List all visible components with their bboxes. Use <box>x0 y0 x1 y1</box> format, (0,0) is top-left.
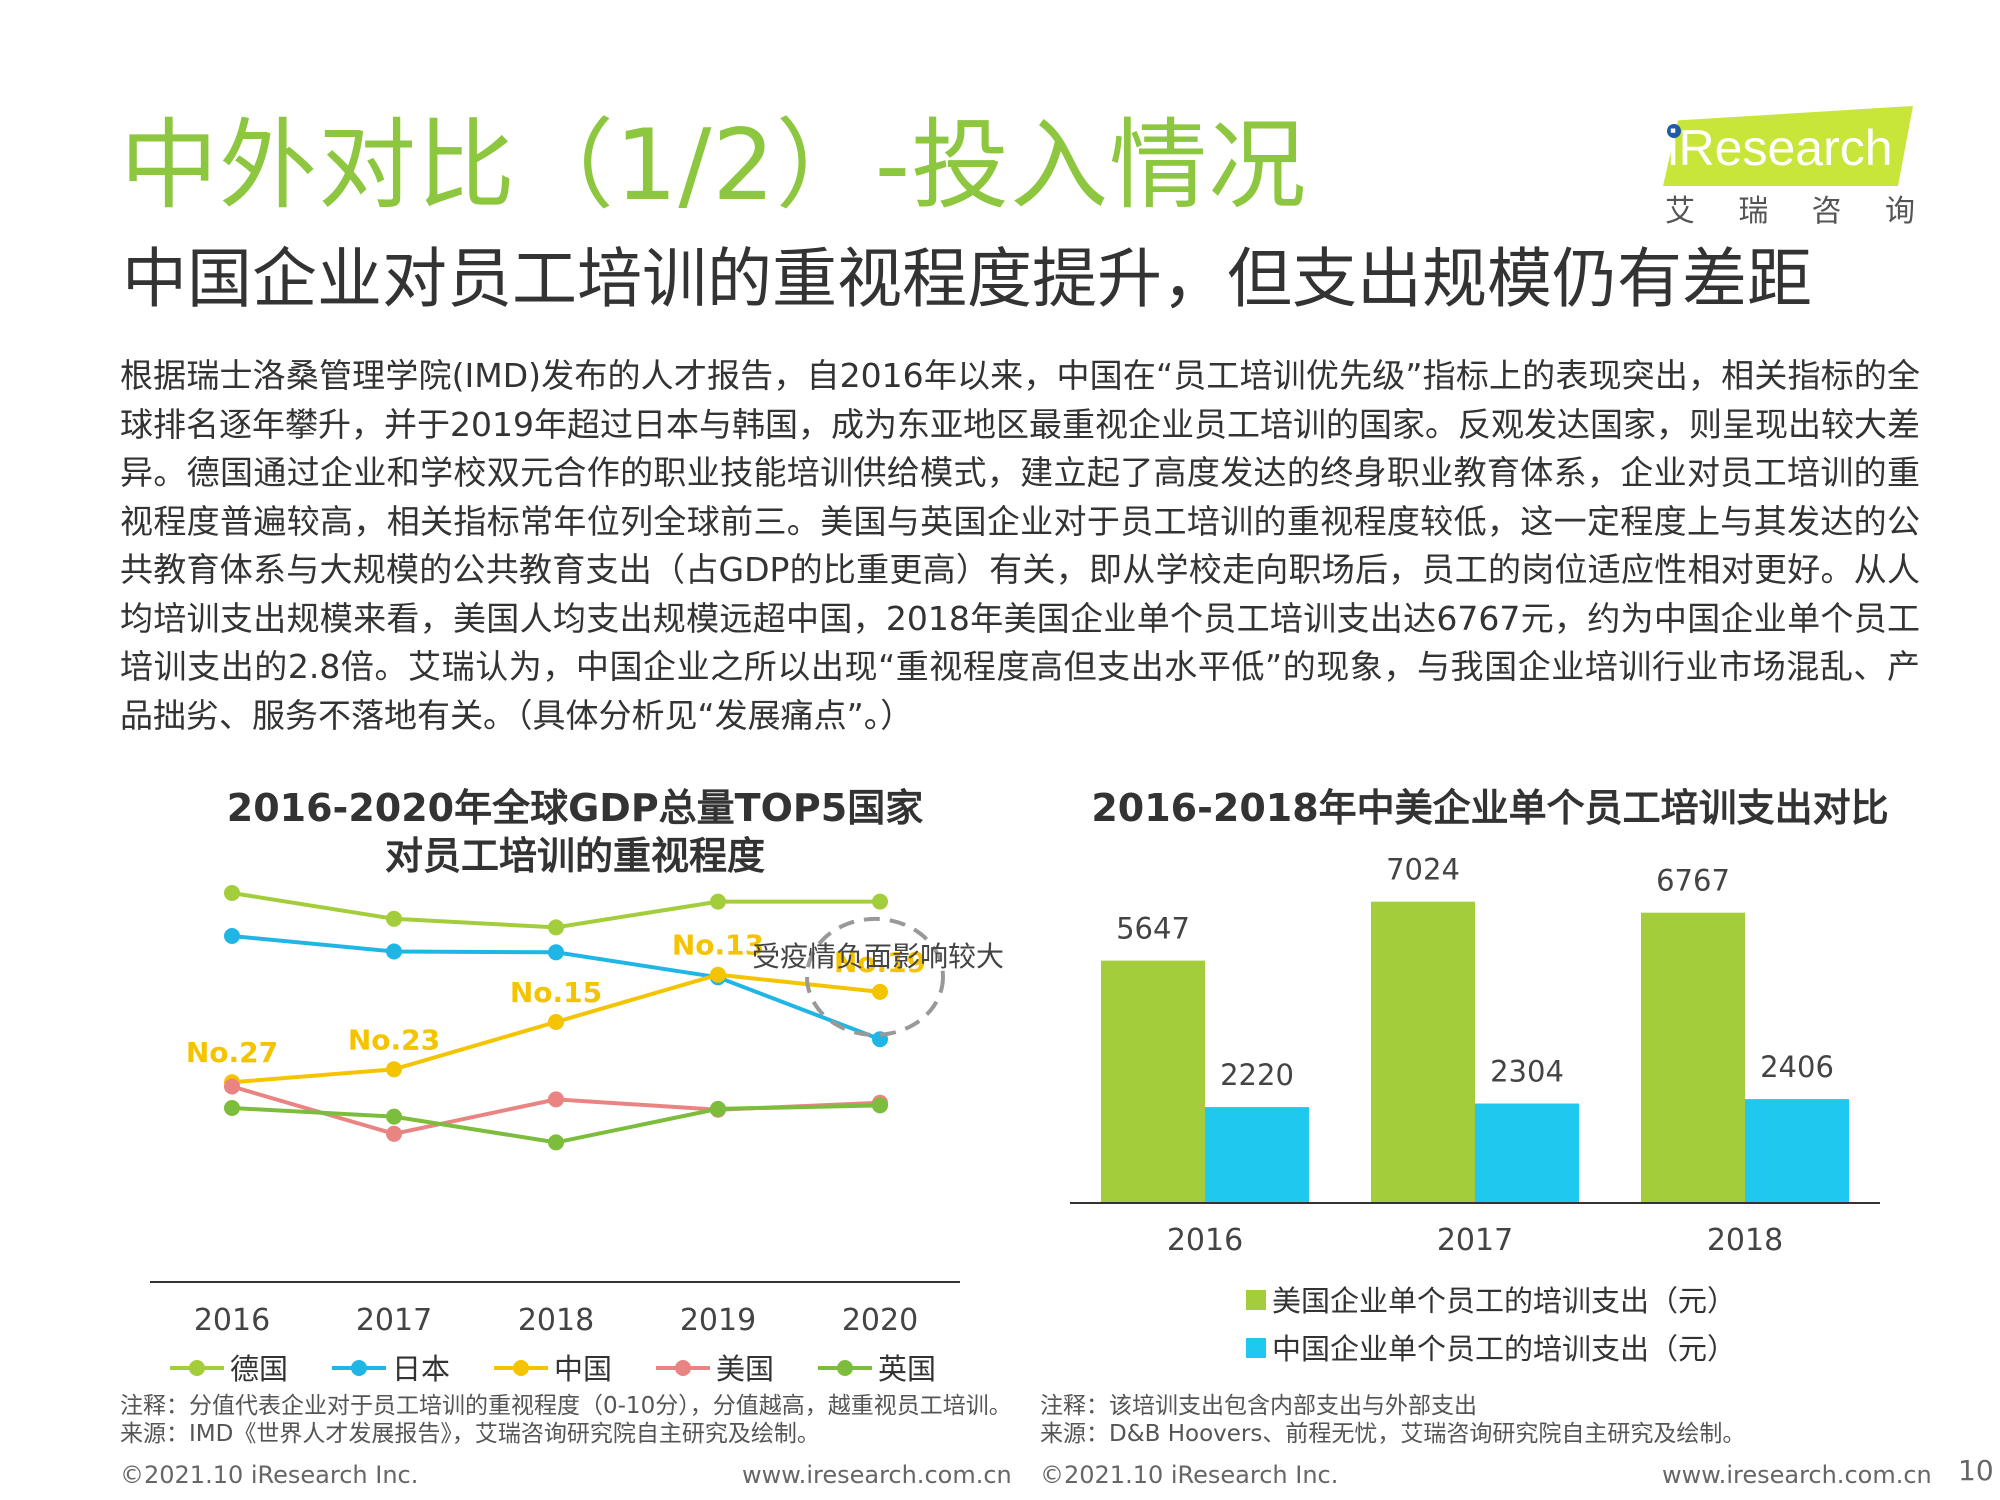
line-chart-x-tick-label: 2019 <box>680 1303 756 1338</box>
legend-label: 日本 <box>392 1352 450 1386</box>
page-title: 中外对比（1/2）-投入情况 <box>120 109 1308 223</box>
line-chart-x-tick-label: 2017 <box>356 1303 432 1338</box>
logo-char: 艾 <box>1665 194 1695 229</box>
line-chart-x-tick-label: 2018 <box>518 1303 594 1338</box>
legend-label: 德国 <box>230 1352 288 1386</box>
page-number: 10 <box>1958 1454 1994 1487</box>
china-rank-label: No.19 <box>834 946 926 979</box>
line-chart-x-tick-label: 2020 <box>842 1303 918 1338</box>
bar-x-tick-label: 2016 <box>1167 1223 1243 1258</box>
line-chart-title-line2: 对员工培训的重视程度 <box>384 834 765 878</box>
line-point <box>548 944 564 961</box>
footer-url-right[interactable]: www.iresearch.com.cn <box>1662 1461 1932 1489</box>
line-point <box>548 1134 564 1151</box>
bar-chart-note: 注释：该培训支出包含内部支出与外部支出 <box>1040 1393 1477 1419</box>
legend-swatch <box>1246 1338 1266 1358</box>
legend-label: 美国 <box>716 1352 774 1386</box>
footer-copyright-right: ©2021.10 iResearch Inc. <box>1040 1461 1339 1489</box>
legend-marker <box>189 1360 205 1376</box>
legend-marker <box>675 1360 691 1376</box>
legend-label: 中国 <box>554 1352 612 1386</box>
bar-value-label: 7024 <box>1386 853 1460 887</box>
legend-marker <box>837 1360 853 1376</box>
bar <box>1371 901 1475 1202</box>
bar-chart-title: 2016-2018年中美企业单个员工培训支出对比 <box>1091 786 1889 830</box>
line-point <box>548 919 564 936</box>
legend-swatch <box>1246 1290 1266 1310</box>
line-point <box>872 1097 888 1114</box>
line-point <box>386 943 402 960</box>
china-rank-label: No.13 <box>672 929 764 962</box>
logo-text: iResearch <box>1667 120 1893 176</box>
bar-chart-source: 来源：D&B Hoovers、前程无忧，艾瑞咨询研究院自主研究及绘制。 <box>1040 1421 1746 1447</box>
line-chart-title-line1: 2016-2020年全球GDP总量TOP5国家 <box>226 786 924 830</box>
bar <box>1475 1103 1579 1202</box>
bar-value-label: 2406 <box>1760 1050 1834 1084</box>
bar-value-label: 5647 <box>1116 912 1190 946</box>
highlight-dashed-circle <box>805 916 945 1037</box>
logo-badge <box>1663 106 1913 186</box>
china-rank-label: No.15 <box>510 976 602 1009</box>
logo-char: 询 <box>1884 194 1915 229</box>
line-point <box>548 1014 564 1030</box>
line-point <box>386 910 402 927</box>
line-chart-annotation: 受疫情负面影响较大 <box>752 940 1004 973</box>
line-chart-source: 来源：IMD《世界人才发展报告》，艾瑞咨询研究院自主研究及绘制。 <box>120 1421 820 1447</box>
bar <box>1205 1107 1309 1202</box>
line-chart-note: 注释：分值代表企业对于员工培训的重视程度（0-10分），分值越高，越重视员工培训… <box>120 1393 1012 1419</box>
china-rank-label: No.23 <box>348 1023 440 1056</box>
legend-marker <box>351 1360 367 1376</box>
legend-label: 美国企业单个员工的培训支出（元） <box>1272 1284 1736 1318</box>
footer-copyright-left: ©2021.10 iResearch Inc. <box>120 1461 419 1489</box>
logo-chinese-name: 艾 瑞 咨 询 <box>1665 194 1915 230</box>
bar-chart: 5647 2220 2016 7024 2304 2017 6767 2406 2018 美国企业… <box>1070 853 1880 1366</box>
line-point <box>224 885 240 901</box>
bar-value-label: 2220 <box>1220 1058 1294 1092</box>
line-point <box>872 983 888 1000</box>
line-chart: 2016 2017 2018 2019 2020 No.27 No.23 No.15 No.13… <box>150 885 1004 1386</box>
line-point <box>386 1108 402 1125</box>
bar-value-label: 6767 <box>1656 864 1730 898</box>
legend-label: 中国企业单个员工的培训支出（元） <box>1272 1332 1736 1366</box>
bar <box>1745 1099 1849 1202</box>
footer-url-left[interactable]: www.iresearch.com.cn <box>742 1461 1012 1489</box>
line-point <box>386 1061 402 1078</box>
bar <box>1101 960 1205 1202</box>
bar-x-tick-label: 2017 <box>1437 1223 1513 1258</box>
body-paragraph: 根据瑞士洛桑管理学院(IMD)发布的人才报告，自2016年以来，中国在“员工培训… <box>120 356 1920 735</box>
iresearch-logo: iResearch 艾 瑞 咨 询 <box>1655 106 1915 236</box>
logo-char: 咨 <box>1811 194 1842 229</box>
line-point <box>872 893 888 910</box>
line-point <box>224 928 240 944</box>
bar <box>1641 912 1745 1202</box>
bar-x-tick-label: 2018 <box>1707 1223 1783 1258</box>
legend-label: 英国 <box>878 1352 936 1386</box>
line-chart-x-tick-label: 2016 <box>194 1303 270 1338</box>
line-chart-title: 2016-2020年全球GDP总量TOP5国家 对员工培训的重视程度 <box>150 784 1000 880</box>
line-point <box>386 1125 402 1142</box>
line-point <box>224 1078 240 1095</box>
china-rank-label: No.27 <box>186 1036 278 1069</box>
page-subtitle: 中国企业对员工培训的重视程度提升，但支出规模仍有差距 <box>122 242 1813 317</box>
line-point <box>710 966 726 983</box>
bar-value-label: 2304 <box>1490 1055 1564 1089</box>
line-point <box>224 1100 240 1116</box>
line-point <box>710 1100 726 1117</box>
logo-char: 瑞 <box>1738 194 1769 229</box>
line-point <box>548 1091 564 1108</box>
line-point <box>710 893 726 910</box>
logo-dot-icon <box>1667 124 1681 138</box>
legend-marker <box>513 1360 529 1376</box>
